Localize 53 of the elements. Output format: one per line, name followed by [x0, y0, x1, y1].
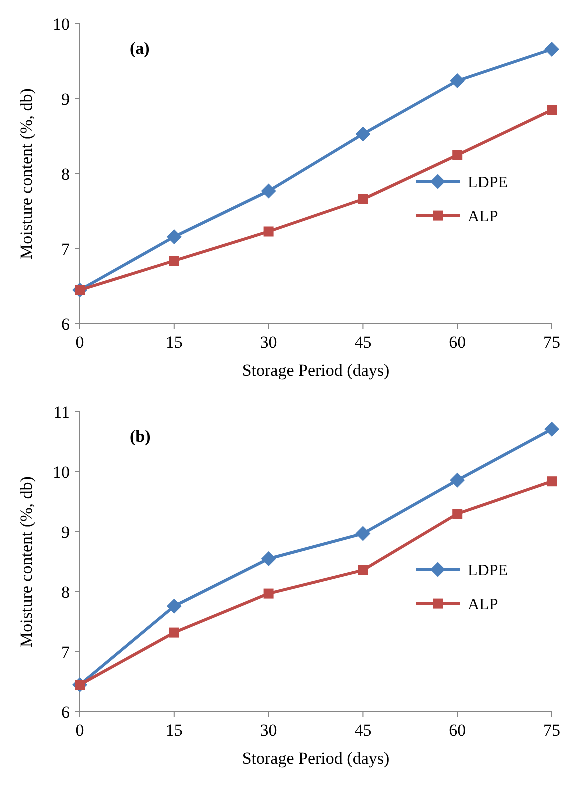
point	[452, 150, 463, 160]
legend-label: ALP	[468, 596, 498, 614]
y-tick-label: 8	[62, 582, 70, 602]
y-tick-label: 10	[53, 14, 70, 34]
legend-label: ALP	[468, 208, 498, 226]
x-tick-label: 15	[166, 721, 183, 740]
x-tick-label: 15	[166, 333, 183, 352]
y-tick-label: 10	[53, 462, 70, 482]
point	[356, 526, 371, 542]
legend-label: LDPE	[468, 174, 508, 192]
x-tick-label: 75	[544, 333, 560, 352]
point	[358, 565, 368, 576]
point	[544, 422, 560, 437]
point	[358, 194, 368, 204]
x-tick-label: 45	[354, 721, 372, 740]
annotation: (b)	[130, 427, 151, 446]
y-tick-label: 7	[62, 240, 70, 259]
point	[261, 184, 276, 199]
point	[169, 256, 180, 266]
point	[264, 588, 274, 599]
y-axis-title: Moisture content (%, db)	[17, 88, 36, 260]
x-tick-label: 0	[76, 721, 84, 740]
x-tick-label: 60	[449, 721, 466, 740]
y-tick-label: 11	[54, 402, 70, 422]
point	[356, 126, 371, 142]
y-tick-label: 9	[62, 522, 70, 542]
point	[547, 476, 557, 487]
x-axis-title: Storage Period (days)	[242, 361, 390, 380]
point	[450, 472, 466, 488]
x-tick-label: 45	[354, 333, 372, 352]
x-axis-title: Storage Period (days)	[242, 749, 390, 768]
y-tick-label: 7	[62, 642, 70, 662]
point	[450, 74, 466, 88]
x-tick-label: 0	[76, 333, 84, 352]
annotation: (a)	[130, 39, 150, 58]
point	[261, 552, 276, 566]
point	[452, 509, 463, 519]
x-tick-label: 60	[449, 333, 466, 352]
y-tick-label: 9	[62, 90, 70, 109]
legend-label: LDPE	[468, 562, 508, 580]
point	[547, 105, 557, 116]
point	[169, 628, 180, 638]
x-tick-label: 75	[544, 721, 560, 740]
y-axis-title: Moisture content (%, db)	[17, 476, 36, 648]
y-tick-label: 6	[62, 702, 70, 722]
point	[166, 598, 182, 614]
y-tick-label: 8	[62, 164, 70, 184]
x-tick-label: 30	[260, 721, 278, 740]
point	[166, 230, 182, 244]
point	[264, 226, 274, 237]
x-tick-label: 30	[260, 333, 278, 352]
point	[544, 42, 560, 57]
y-tick-label: 6	[62, 314, 70, 334]
